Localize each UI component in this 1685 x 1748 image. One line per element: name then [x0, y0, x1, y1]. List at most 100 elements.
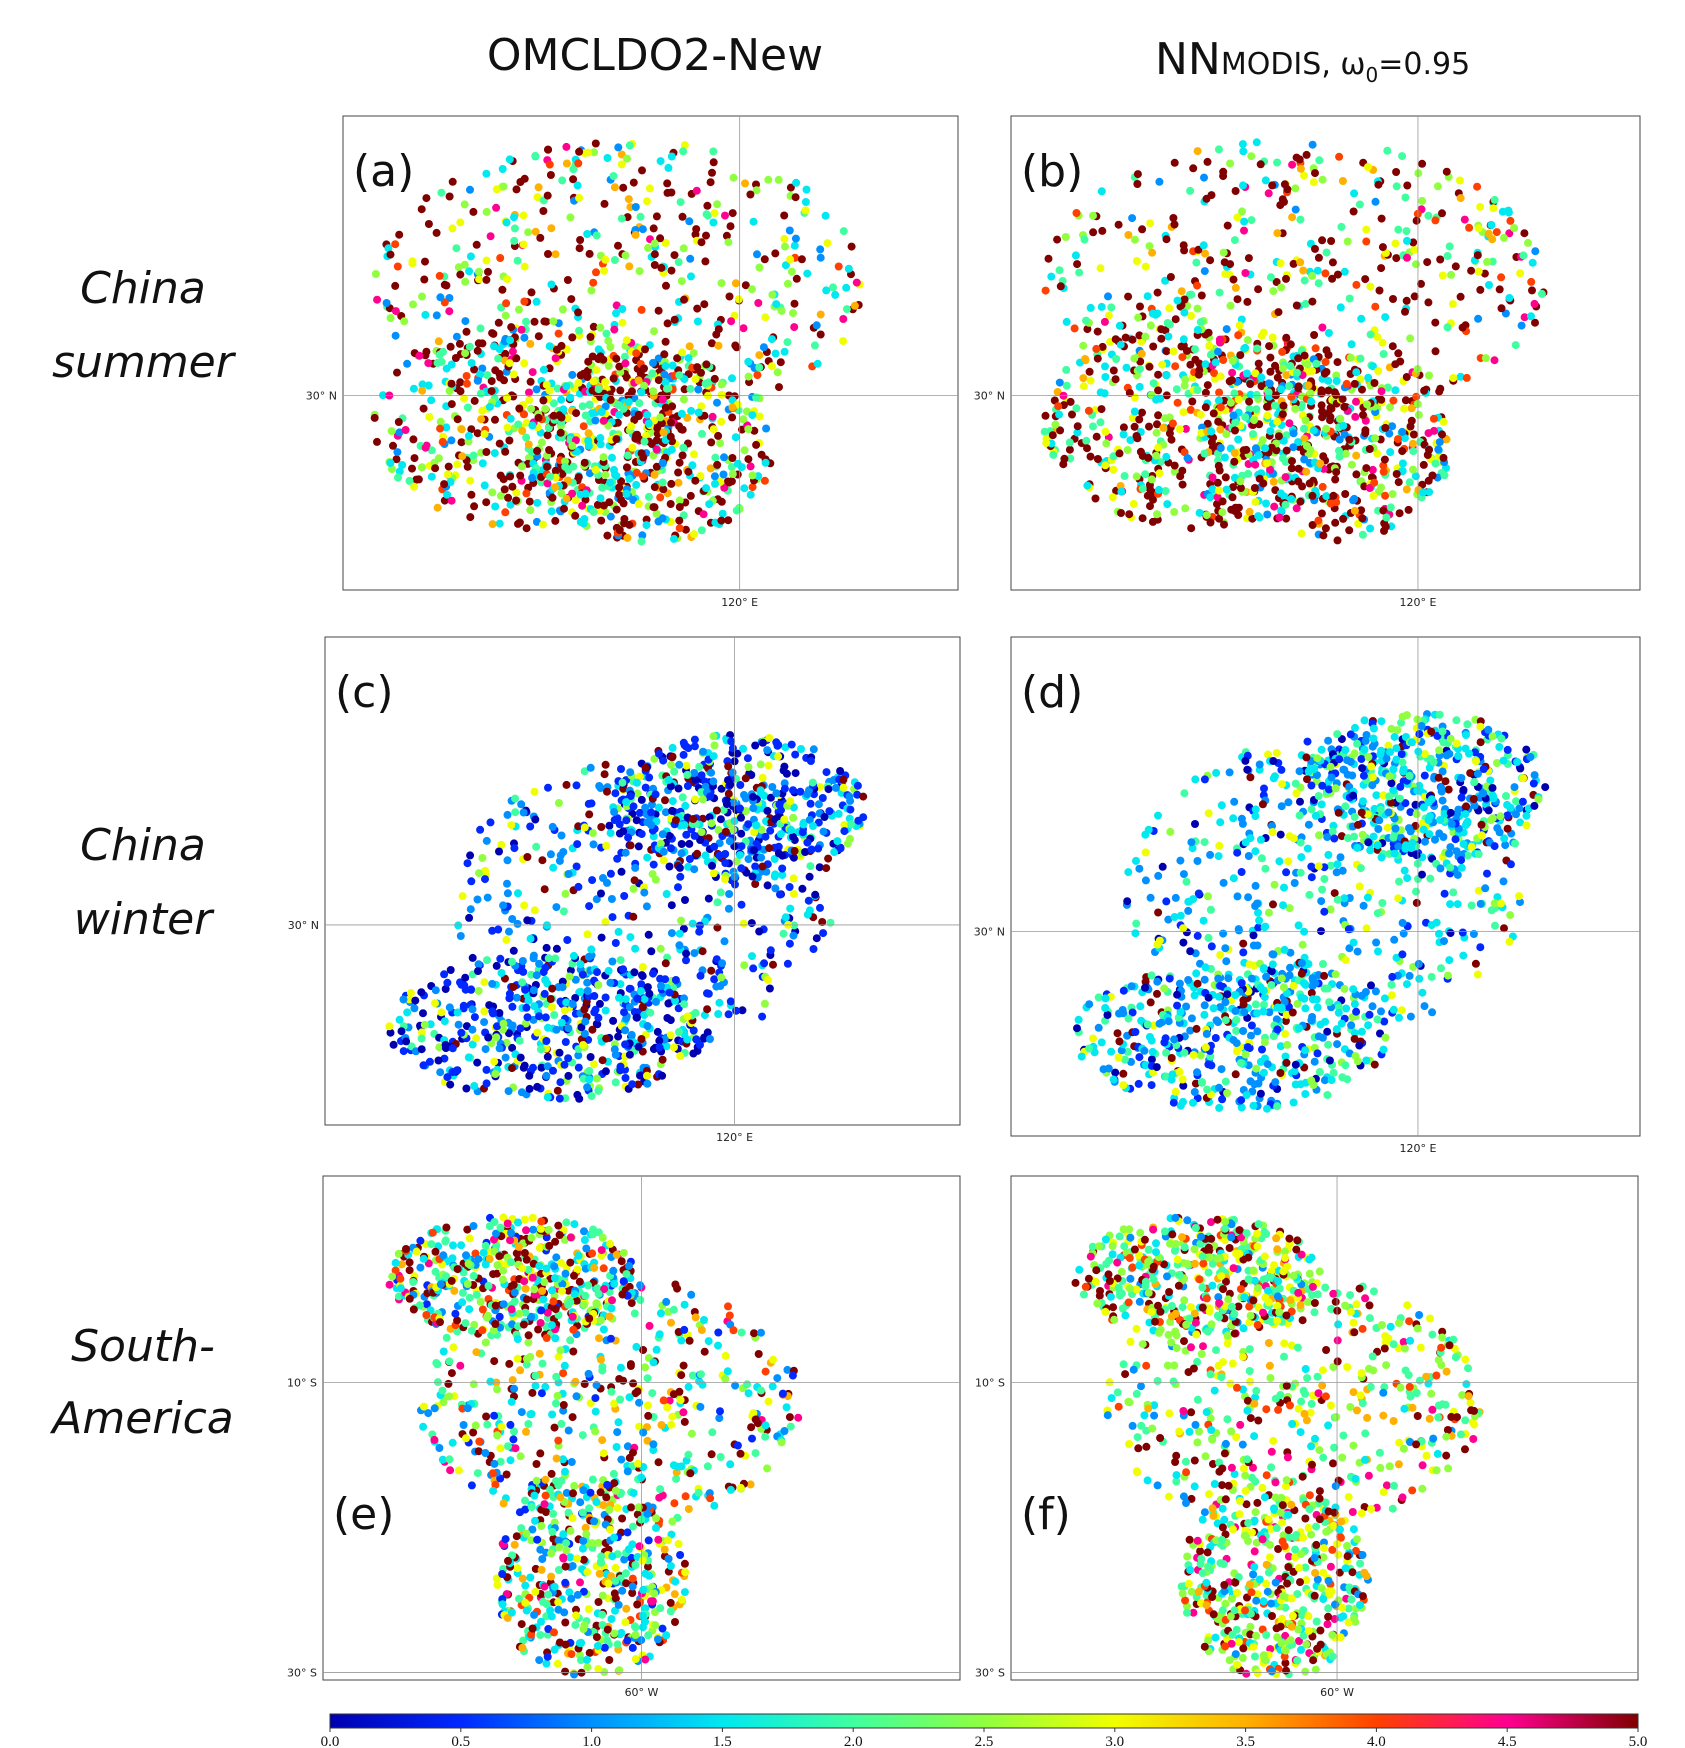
retrieval-dot [679, 738, 688, 747]
retrieval-dot [520, 359, 529, 368]
retrieval-dot [780, 815, 789, 824]
retrieval-dot [585, 1066, 594, 1075]
retrieval-dot [1333, 358, 1342, 367]
retrieval-dot [1352, 280, 1361, 289]
retrieval-dot [1309, 426, 1318, 435]
retrieval-dot [506, 472, 515, 481]
retrieval-dot [1425, 445, 1433, 454]
retrieval-dot [1282, 333, 1291, 342]
retrieval-dot [658, 478, 667, 487]
retrieval-dot [1195, 366, 1204, 375]
retrieval-dot [1311, 244, 1319, 253]
retrieval-dot [510, 844, 519, 853]
retrieval-dot [1097, 405, 1106, 414]
retrieval-dot [732, 506, 741, 515]
retrieval-dot [1207, 942, 1216, 951]
retrieval-dot [744, 855, 753, 864]
retrieval-dot [805, 872, 814, 881]
retrieval-dot [1448, 300, 1457, 308]
retrieval-dot [1356, 864, 1365, 873]
retrieval-dot [698, 429, 706, 438]
retrieval-dot [728, 413, 737, 422]
retrieval-dot [394, 418, 403, 426]
retrieval-dot [699, 510, 708, 519]
retrieval-dot [1164, 332, 1173, 341]
retrieval-dot [748, 952, 756, 961]
retrieval-dot [1115, 321, 1124, 330]
retrieval-dot [717, 417, 726, 426]
retrieval-dot [586, 763, 595, 772]
retrieval-dot [1516, 269, 1525, 278]
retrieval-dot [637, 795, 646, 804]
retrieval-dot [578, 501, 587, 510]
retrieval-dot [1264, 189, 1273, 198]
retrieval-dot [546, 850, 555, 859]
retrieval-dot [555, 1048, 564, 1057]
retrieval-dot [580, 515, 589, 523]
retrieval-dot [1301, 1004, 1310, 1013]
retrieval-dot [1459, 785, 1468, 794]
retrieval-dot [1083, 481, 1092, 490]
retrieval-dot [1093, 455, 1102, 463]
retrieval-dot [417, 463, 426, 472]
retrieval-dot [1114, 220, 1123, 229]
retrieval-dot [1202, 511, 1211, 520]
retrieval-dot [1358, 514, 1367, 523]
retrieval-dot [1250, 416, 1259, 425]
retrieval-dot [1437, 964, 1445, 973]
retrieval-dot [771, 870, 780, 879]
retrieval-dot [482, 169, 491, 178]
retrieval-dot [463, 462, 472, 471]
retrieval-dot [391, 307, 400, 316]
retrieval-dot [1269, 287, 1278, 296]
retrieval-dot [511, 794, 520, 803]
retrieval-dot [791, 750, 800, 759]
retrieval-dot [1371, 434, 1380, 443]
retrieval-dot [448, 1044, 457, 1053]
retrieval-dot [1377, 1007, 1385, 1016]
retrieval-dot [1086, 452, 1095, 461]
retrieval-dot [1202, 194, 1211, 203]
retrieval-dot [676, 1052, 685, 1060]
retrieval-dot [1266, 367, 1275, 376]
retrieval-dot [1086, 303, 1095, 312]
retrieval-dot [1107, 1047, 1116, 1056]
retrieval-dot [704, 989, 713, 998]
column-title-main: NN [1155, 34, 1221, 85]
retrieval-dot [803, 790, 812, 799]
retrieval-dot [551, 516, 560, 525]
retrieval-dot [419, 404, 428, 413]
retrieval-dot [621, 359, 630, 368]
retrieval-dot [1497, 273, 1506, 282]
retrieval-dot [1316, 459, 1325, 468]
retrieval-dot [724, 762, 733, 771]
retrieval-dot [1364, 163, 1372, 171]
retrieval-dot [630, 968, 639, 977]
retrieval-dot [576, 236, 585, 244]
retrieval-dot [1443, 323, 1452, 332]
retrieval-dot [1370, 379, 1379, 387]
retrieval-dot [1346, 353, 1355, 362]
retrieval-dot [501, 1053, 510, 1062]
retrieval-dot [517, 1088, 526, 1097]
retrieval-dot [667, 760, 675, 769]
retrieval-dot [1438, 796, 1447, 805]
retrieval-dot [1235, 321, 1244, 330]
retrieval-dot [447, 496, 456, 505]
retrieval-dot [612, 435, 621, 444]
retrieval-dot [678, 451, 687, 460]
retrieval-dot [677, 277, 686, 286]
retrieval-dot [1400, 404, 1409, 413]
retrieval-dot [1318, 236, 1327, 245]
retrieval-dot [503, 810, 512, 819]
retrieval-dot [447, 360, 456, 369]
retrieval-dot [1311, 169, 1319, 178]
retrieval-dot [1480, 269, 1489, 278]
retrieval-dot [739, 744, 748, 753]
retrieval-dot [661, 796, 669, 805]
retrieval-dot [740, 446, 749, 455]
retrieval-dot [478, 339, 487, 348]
retrieval-dot [634, 376, 643, 385]
retrieval-dot [638, 531, 647, 540]
retrieval-dot [519, 808, 528, 817]
